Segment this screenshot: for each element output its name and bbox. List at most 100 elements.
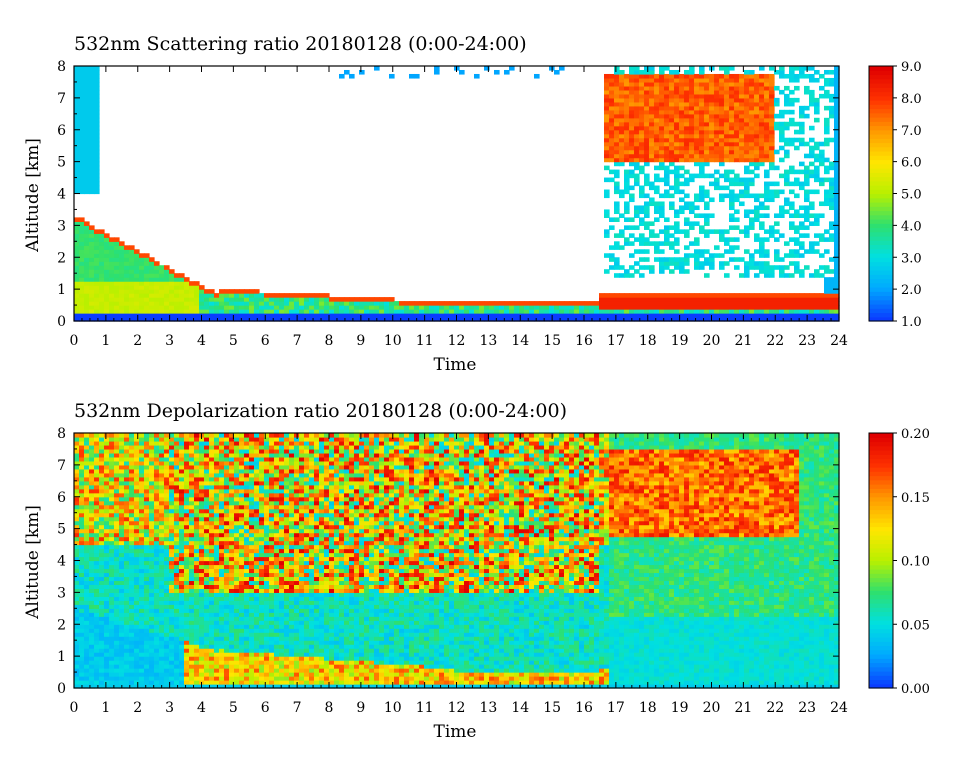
colorbar-swatch [869,270,893,275]
heatmap-cell [684,125,690,131]
heatmap-cell [739,293,745,298]
heatmap-cell [124,568,130,574]
heatmap-cell [639,185,645,191]
heatmap-cell [729,153,735,159]
heatmap-cell [819,161,825,167]
heatmap-cell [594,305,600,310]
heatmap-cell [89,133,95,139]
heatmap-cell [89,612,95,617]
heatmap-cell [114,584,120,589]
heatmap-cell [174,305,180,310]
heatmap-cell [674,153,680,159]
heatmap-cell [674,157,680,163]
heatmap-cell [184,648,190,653]
heatmap-cell [109,576,115,582]
heatmap-cell [169,644,175,649]
heatmap-cell [629,265,635,270]
heatmap-cell [159,460,165,466]
heatmap-cell [639,313,645,318]
heatmap-cell [814,117,820,123]
heatmap-cell [774,317,780,322]
heatmap-cell [784,125,790,131]
heatmap-cell [179,588,185,593]
heatmap-cell [104,652,110,657]
heatmap-cell [699,173,705,179]
heatmap-cell [119,528,125,534]
heatmap-cell [734,93,740,99]
heatmap-cell [84,129,90,135]
heatmap-cell [679,257,685,262]
heatmap-cell [489,317,495,322]
heatmap-cell [74,488,80,494]
heatmap-cell [164,668,170,673]
heatmap-cell [724,133,730,139]
heatmap-cell [74,480,80,486]
heatmap-cell [799,273,805,278]
heatmap-cell [209,313,215,318]
heatmap-cell [634,213,640,218]
heatmap-cell [159,588,165,593]
heatmap-cell [89,237,95,242]
heatmap-cell [74,285,80,290]
heatmap-cell [764,145,770,151]
heatmap-cell [674,317,680,322]
heatmap-cell [104,528,110,534]
heatmap-cell [129,552,135,558]
heatmap-cell [644,113,650,119]
heatmap-cell [809,293,815,298]
heatmap-cell [739,121,745,127]
heatmap-cell [649,293,655,298]
heatmap-cell [129,620,135,625]
heatmap-cell [99,265,105,270]
heatmap-cell [159,433,165,438]
heatmap-cell [84,624,90,629]
heatmap-cell [634,173,640,179]
heatmap-cell [674,221,680,226]
heatmap-cell [179,313,185,318]
heatmap-cell [284,293,290,298]
heatmap-cell [704,157,710,163]
heatmap-cell [434,301,440,306]
heatmap-cell [89,153,95,159]
heatmap-cell [129,508,135,514]
heatmap-cell [84,568,90,574]
colorbar-swatch [869,206,893,212]
heatmap-cell [144,580,150,585]
heatmap-cell [649,309,655,314]
heatmap-cell [604,133,610,139]
heatmap-cell [719,137,725,143]
heatmap-cell [179,281,185,286]
heatmap-cell [179,556,185,562]
heatmap-cell [519,305,525,310]
heatmap-cell [179,648,185,653]
heatmap-cell [639,85,645,91]
heatmap-cell [124,620,130,625]
heatmap-cell [194,516,200,522]
heatmap-cell [614,129,620,135]
heatmap-cell [94,269,100,274]
heatmap-cell [194,684,200,689]
heatmap-cell [629,217,635,222]
heatmap-cell [144,436,150,442]
heatmap-cell [679,293,685,298]
heatmap-cell [179,524,185,530]
heatmap-cell [604,229,610,234]
heatmap-cell [109,512,115,518]
heatmap-cell [789,225,795,230]
heatmap-cell [94,169,100,175]
x-tick-label: 19 [671,333,689,349]
heatmap-cell [94,604,100,609]
heatmap-cell [139,568,145,574]
heatmap-cell [789,181,795,187]
heatmap-cell [149,452,155,458]
heatmap-cell [144,472,150,478]
heatmap-cell [94,257,100,262]
heatmap-cell [199,456,205,462]
heatmap-cell [139,293,145,298]
heatmap-cell [699,317,705,322]
heatmap-cell [169,592,175,597]
heatmap-cell [169,636,175,641]
heatmap-cell [159,584,165,589]
heatmap-cell [659,125,665,131]
heatmap-cell [754,297,760,302]
